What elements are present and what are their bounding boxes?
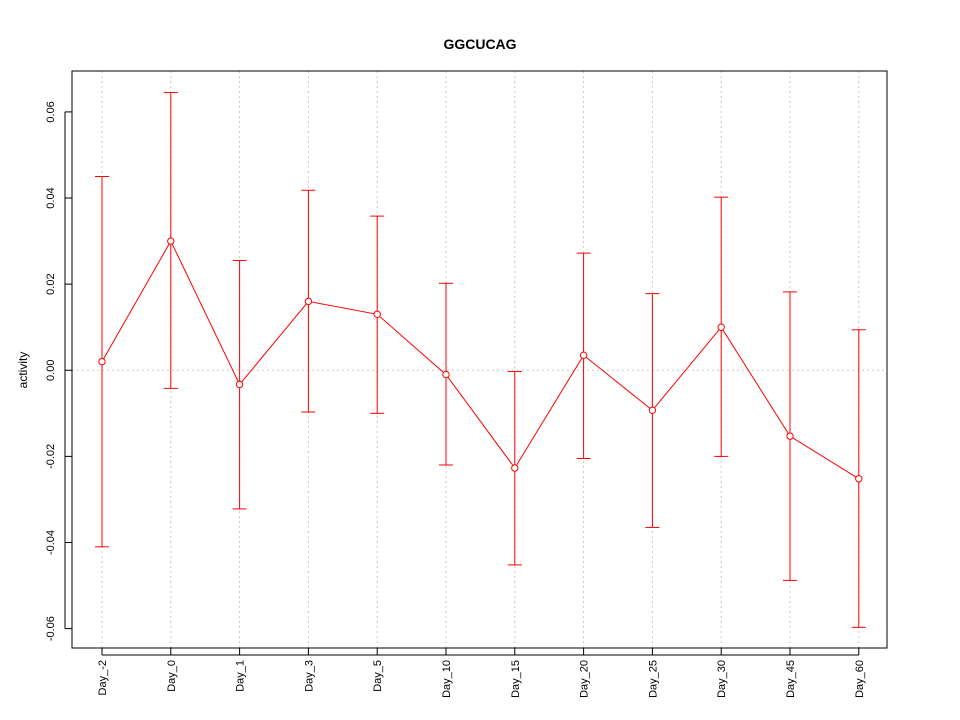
data-point (373, 310, 381, 318)
x-tick-label: Day_1 (235, 660, 247, 692)
grid (72, 71, 887, 648)
x-tick-label: Day_30 (716, 660, 728, 698)
x-tick-label: Day_15 (510, 660, 522, 698)
x-tick-label: Day_45 (785, 660, 797, 698)
data-point (442, 370, 450, 379)
data-point (511, 464, 519, 472)
data-point (717, 323, 725, 331)
y-tick-label: 0.02 (45, 273, 57, 294)
data-point (304, 297, 313, 306)
y-tick-label: -0.04 (45, 530, 57, 555)
x-tick-label: Day_25 (647, 660, 659, 698)
y-tick-label: 0.06 (45, 101, 57, 122)
x-tick-label: Day_-2 (97, 660, 109, 695)
chart-title: GGCUCAG (443, 36, 516, 52)
y-axis-label: activity (16, 352, 30, 389)
data-point (98, 357, 106, 366)
axes: Day_-2 Day_0 Day_1 Day_3 Day_5 Day_10 Day_15 Da… (45, 101, 866, 698)
y-tick-label: -0.06 (45, 616, 57, 641)
plot-frame (71, 70, 888, 649)
y-tick-label: -0.02 (45, 444, 57, 469)
data-point (786, 432, 794, 440)
y-tick-label: 0.00 (45, 360, 57, 381)
x-tick-label: Day_20 (579, 660, 591, 698)
data-point (855, 475, 863, 483)
x-tick-label: Day_3 (303, 660, 315, 692)
data-point (235, 380, 244, 389)
series-group (95, 92, 866, 628)
data-point (579, 351, 588, 359)
data-point (167, 237, 175, 245)
data-point (648, 406, 657, 415)
y-tick-label: 0.04 (45, 187, 57, 208)
x-tick-label: Day_60 (854, 660, 866, 698)
x-tick-label: Day_10 (441, 660, 453, 698)
x-tick-label: Day_5 (372, 660, 384, 692)
series-line (101, 240, 860, 480)
x-tick-label: Day_0 (166, 660, 178, 692)
